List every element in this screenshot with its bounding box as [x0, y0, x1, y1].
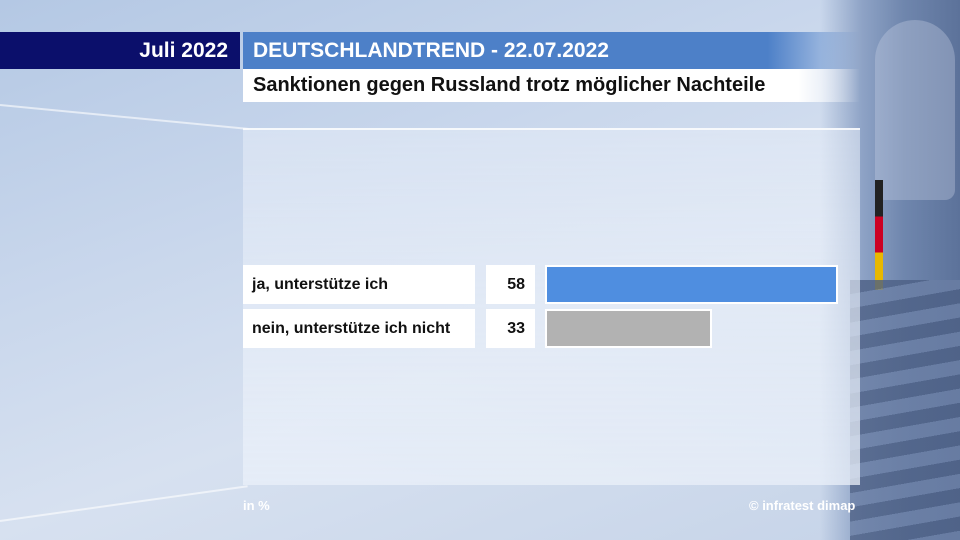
category-label: ja, unterstütze ich — [243, 265, 475, 304]
kicker-title: DEUTSCHLANDTREND - 22.07.2022 — [243, 32, 860, 69]
value-label: 33 — [486, 309, 535, 348]
federal-eagle — [875, 20, 955, 200]
value-label: 58 — [486, 265, 535, 304]
plenary-seats — [850, 280, 960, 540]
bar — [545, 309, 712, 348]
chart-panel — [243, 128, 860, 485]
decorative-line — [0, 104, 249, 130]
chart-title: Sanktionen gegen Russland trotz mögliche… — [243, 69, 860, 102]
category-label: nein, unterstütze ich nicht — [243, 309, 475, 348]
bar — [545, 265, 838, 304]
source-label: © infratest dimap — [749, 498, 856, 513]
month-label: Juli 2022 — [0, 32, 240, 69]
decorative-line — [0, 485, 248, 522]
german-flag — [875, 180, 883, 290]
unit-label: in % — [243, 498, 270, 513]
